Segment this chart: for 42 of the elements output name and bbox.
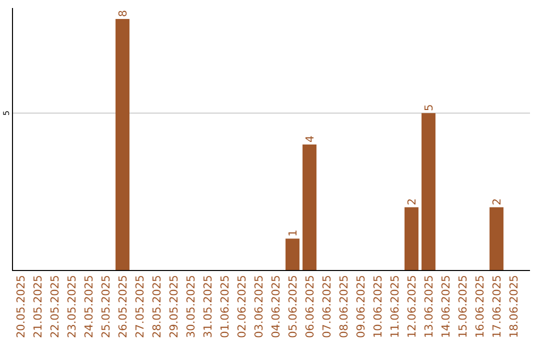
x-tick-label: 06.06.2025 <box>303 275 316 338</box>
data-label: 1 <box>286 230 300 237</box>
x-tick-label: 13.06.2025 <box>422 275 436 338</box>
data-label: 5 <box>422 104 436 112</box>
bar <box>302 144 316 270</box>
x-tick-label: 16.06.2025 <box>473 275 486 338</box>
x-tick-label: 11.06.2025 <box>388 275 402 338</box>
x-tick-label: 31.05.2025 <box>201 275 214 338</box>
x-tick-label: 25.05.2025 <box>99 275 112 338</box>
x-tick-label: 03.06.2025 <box>252 275 266 338</box>
data-label: 4 <box>304 135 316 142</box>
x-tick-label: 15.06.2025 <box>456 275 470 338</box>
bar <box>116 18 130 270</box>
bar <box>422 113 436 270</box>
x-tick-label: 14.06.2025 <box>439 275 452 338</box>
bar <box>404 207 418 270</box>
x-tick-label: 30.05.2025 <box>184 275 198 338</box>
x-tick-label: 09.06.2025 <box>354 275 368 338</box>
x-tick-label: 10.06.2025 <box>371 275 384 338</box>
x-tick-label: 20.05.2025 <box>14 275 28 338</box>
x-tick-label: 05.06.2025 <box>286 275 300 338</box>
x-tick-label: 12.06.2025 <box>405 275 418 338</box>
x-tick-label: 29.05.2025 <box>167 275 180 338</box>
x-tick-label: 24.05.2025 <box>82 275 96 338</box>
x-tick-label: 28.05.2025 <box>150 275 164 338</box>
x-tick-label: 18.06.2025 <box>507 275 520 338</box>
x-tick-label: 22.05.2025 <box>48 275 62 338</box>
x-tick-label: 01.06.2025 <box>218 275 232 338</box>
bar <box>490 207 504 270</box>
bar <box>286 238 300 270</box>
x-tick-label: 27.05.2025 <box>133 275 146 338</box>
x-tick-label: 26.05.2025 <box>116 275 130 338</box>
x-tick-label: 08.06.2025 <box>337 275 350 338</box>
data-label: 8 <box>116 10 130 17</box>
x-tick-label: 17.06.2025 <box>490 275 504 338</box>
x-tick-label: 07.06.2025 <box>320 275 334 338</box>
x-tick-label: 04.06.2025 <box>269 275 282 338</box>
x-tick-label: 21.05.2025 <box>31 275 44 338</box>
x-tick-label: 23.05.2025 <box>65 275 78 338</box>
data-label: 2 <box>490 198 504 206</box>
x-tick-label: 02.06.2025 <box>235 275 248 338</box>
data-label: 2 <box>406 198 418 206</box>
